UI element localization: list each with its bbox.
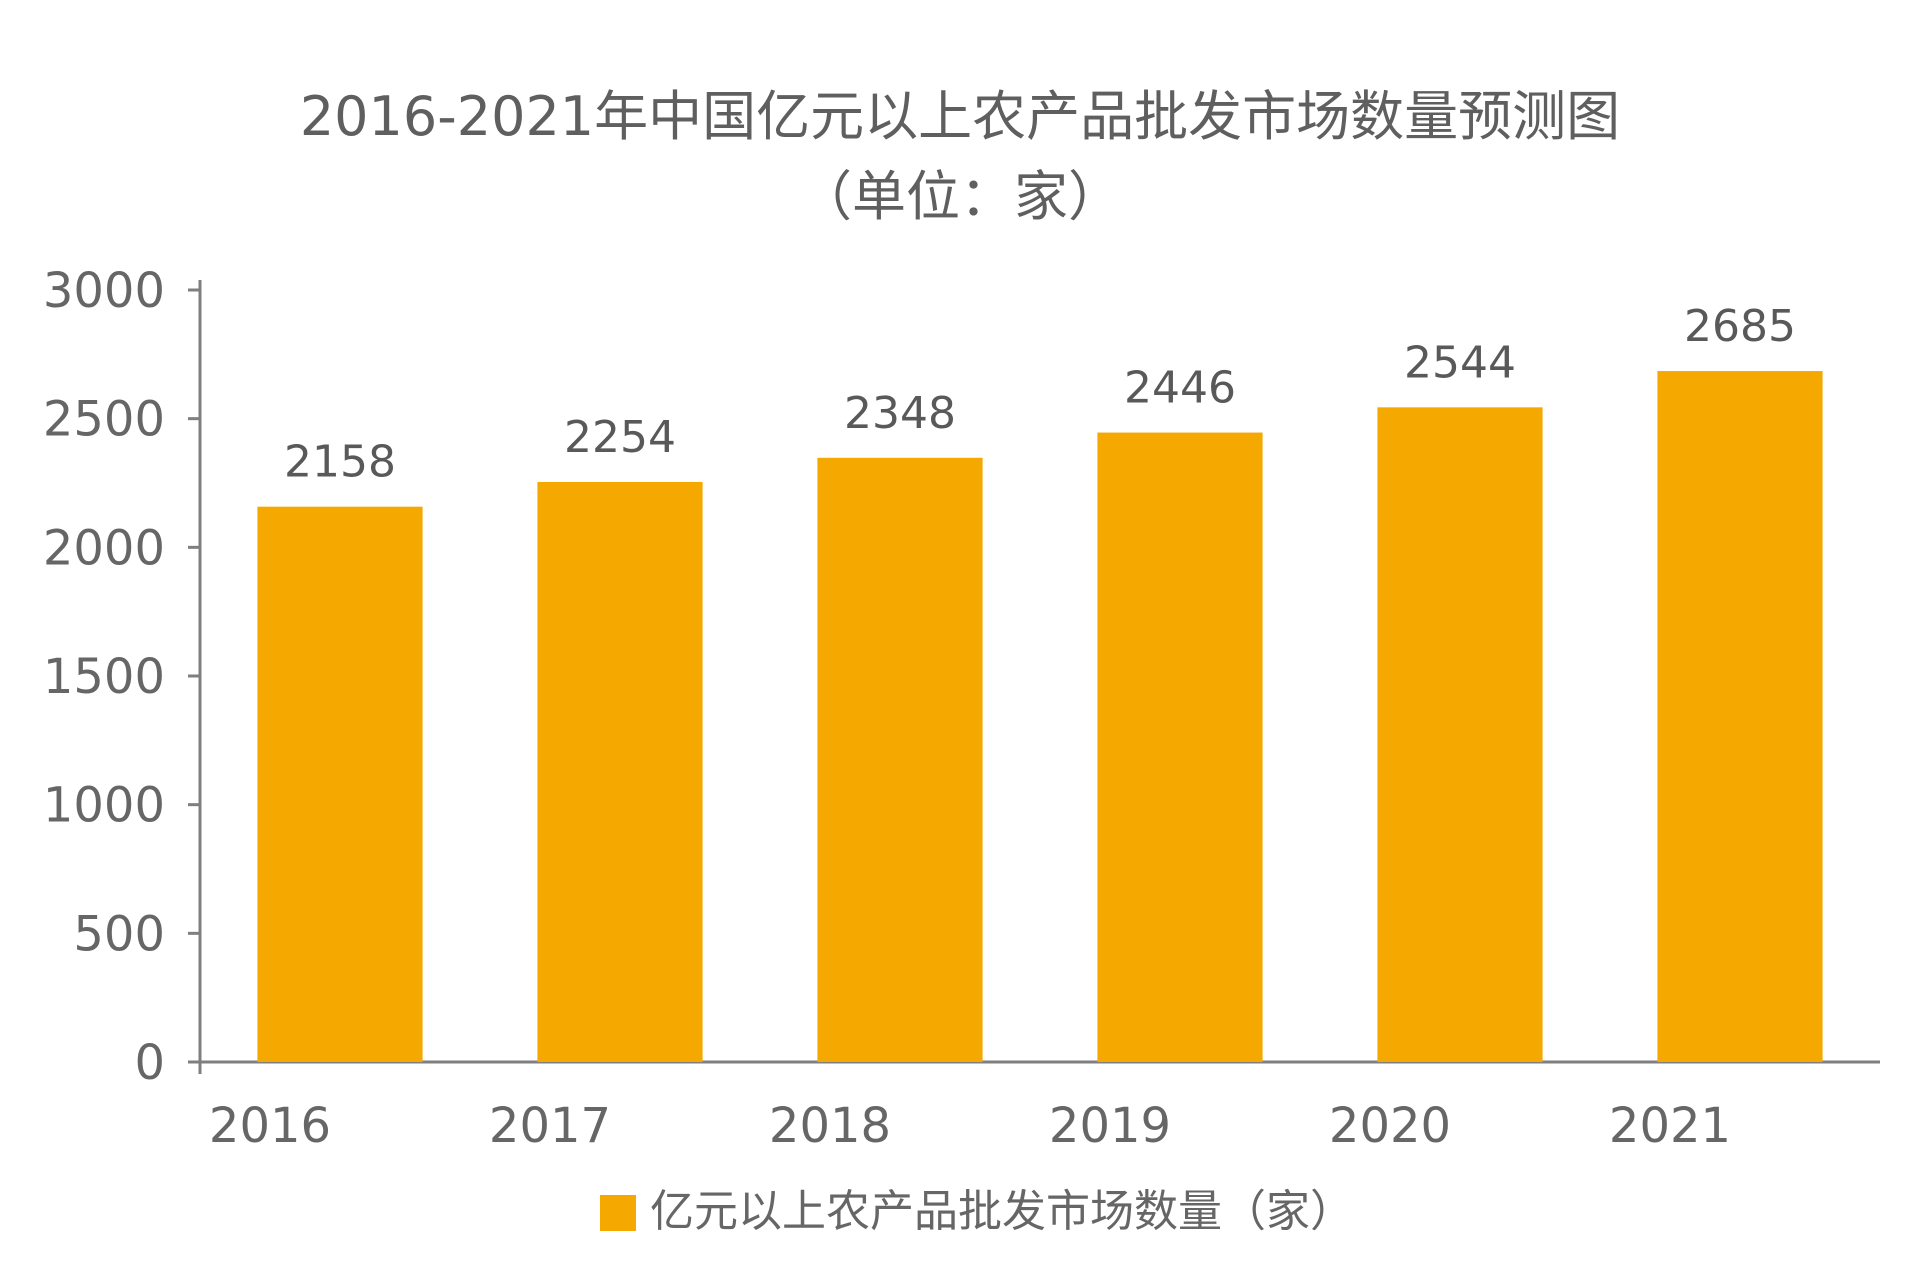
bar-2019 (1097, 432, 1263, 1063)
data-label-2018: 2348 (844, 388, 956, 439)
bar-2020 (1377, 407, 1543, 1062)
y-tick-label: 3000 (43, 263, 165, 319)
chart-title: 2016-2021年中国亿元以上农产品批发市场数量预测图 (300, 85, 1620, 148)
bar-2018 (817, 457, 983, 1062)
y-tick-label: 2000 (43, 520, 165, 576)
x-tick-label-2020: 2020 (1329, 1098, 1451, 1154)
y-tick-label: 500 (73, 906, 165, 962)
data-label-2016: 2158 (284, 437, 396, 488)
data-labels: 2158 2254 2348 2446 2544 2685 (284, 301, 1796, 488)
data-label-2021: 2685 (1684, 301, 1796, 352)
y-axis: 0 500 1000 1500 2000 2500 3000 (43, 263, 202, 1091)
bar-2016 (257, 506, 423, 1062)
y-tick-label: 0 (134, 1035, 165, 1091)
y-tick-label: 2500 (43, 392, 165, 448)
data-label-2019: 2446 (1124, 363, 1236, 414)
x-tick-label-2018: 2018 (769, 1098, 891, 1154)
x-tick-label-2019: 2019 (1049, 1098, 1171, 1154)
x-tick-label-2016: 2016 (209, 1098, 331, 1154)
x-tick-label-2021: 2021 (1609, 1098, 1731, 1154)
data-label-2020: 2544 (1404, 337, 1516, 388)
x-axis: 2016 2017 2018 2019 2020 2021 (188, 1060, 1880, 1154)
legend-label: 亿元以上农产品批发市场数量（家） (650, 1186, 1354, 1237)
legend: 亿元以上农产品批发市场数量（家） (600, 1186, 1354, 1237)
bar-series (257, 371, 1823, 1063)
x-tick-label-2017: 2017 (489, 1098, 611, 1154)
chart-subtitle: （单位：家） (798, 165, 1122, 228)
data-label-2017: 2254 (564, 412, 676, 463)
legend-swatch (600, 1195, 636, 1231)
y-tick-label: 1500 (43, 649, 165, 705)
bar-2017 (537, 481, 703, 1062)
y-tick-label: 1000 (43, 778, 165, 834)
bar-2021 (1657, 371, 1823, 1062)
